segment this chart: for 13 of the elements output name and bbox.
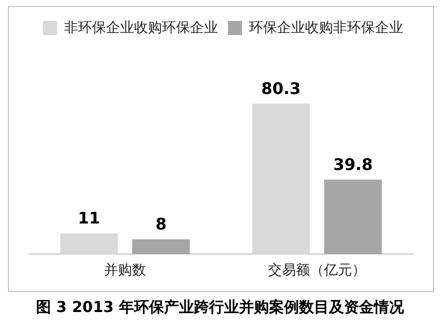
bar xyxy=(252,104,310,254)
bar xyxy=(324,180,382,254)
data-label: 39.8 xyxy=(333,154,373,174)
data-label: 11 xyxy=(78,208,100,228)
bar xyxy=(60,234,118,254)
text: 图 3 2013 年环保产业跨行业并购案例数目及资金情况 xyxy=(35,298,405,317)
bar xyxy=(132,239,190,254)
legend-label: 环保企业收购非环保企业 xyxy=(249,18,403,35)
data-label: 80.3 xyxy=(261,78,301,98)
legend-label: 非环保企业收购环保企业 xyxy=(64,18,218,35)
x-tick-label: 交易额（亿元） xyxy=(268,261,366,278)
x-tick-label: 并购数 xyxy=(104,261,146,278)
data-label: 8 xyxy=(155,214,167,234)
